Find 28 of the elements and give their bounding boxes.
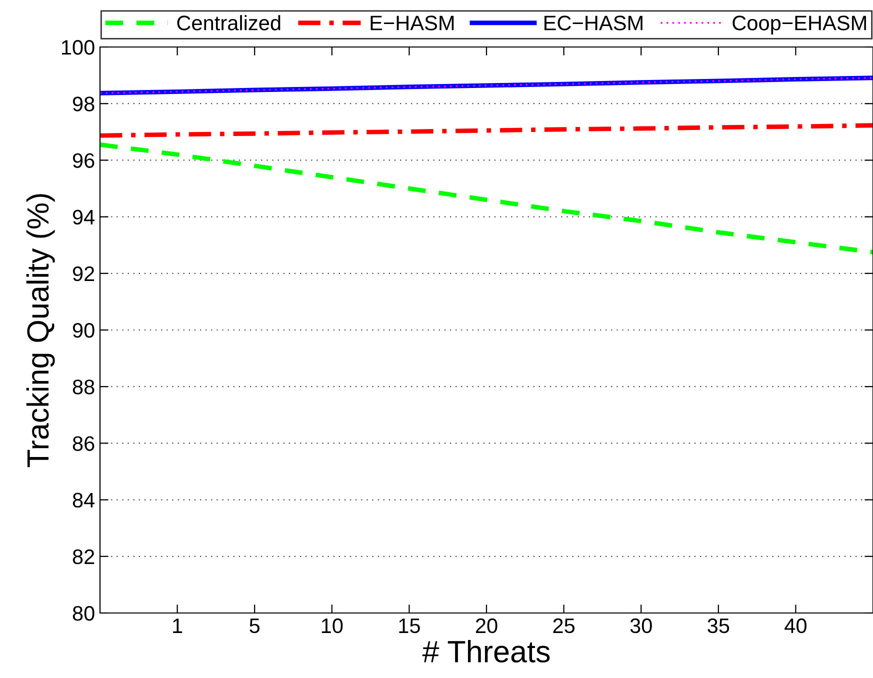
y-tick-label: 90 (72, 323, 94, 338)
legend-label: Coop−EHASM (732, 16, 866, 34)
y-tick-label: 98 (72, 96, 94, 112)
line-series (100, 123, 873, 138)
x-tick-label: 5 (250, 618, 260, 634)
y-tick-label: 100 (62, 40, 94, 55)
y-tick-label: 88 (72, 380, 94, 394)
y-tick-label: 80 (72, 606, 94, 621)
y-tick-label: 92 (72, 266, 94, 282)
y-tick-label: 82 (72, 549, 94, 564)
y-axis-title: Tracking Quality (%) (26, 194, 55, 468)
x-tick-label: 30 (630, 618, 652, 634)
x-tick-label: 25 (553, 618, 575, 634)
x-axis-title: # Threats (422, 640, 550, 663)
x-tick-label: 40 (784, 618, 806, 634)
legend-label: E−HASM (370, 16, 454, 30)
x-tick-label: 1 (173, 618, 182, 633)
y-tick-label: 96 (72, 153, 94, 168)
line-series (100, 142, 873, 254)
legend-label: Centralized (177, 15, 280, 30)
y-tick-label: 84 (72, 492, 95, 508)
x-tick-label: 20 (476, 618, 498, 634)
x-tick-label: 10 (322, 618, 343, 634)
x-tick-label: 15 (399, 618, 420, 634)
y-tick-label: 86 (72, 436, 94, 451)
legend-label: EC−HASM (544, 16, 642, 30)
x-tick-label: 35 (708, 618, 730, 634)
y-tick-label: 94 (72, 210, 95, 225)
